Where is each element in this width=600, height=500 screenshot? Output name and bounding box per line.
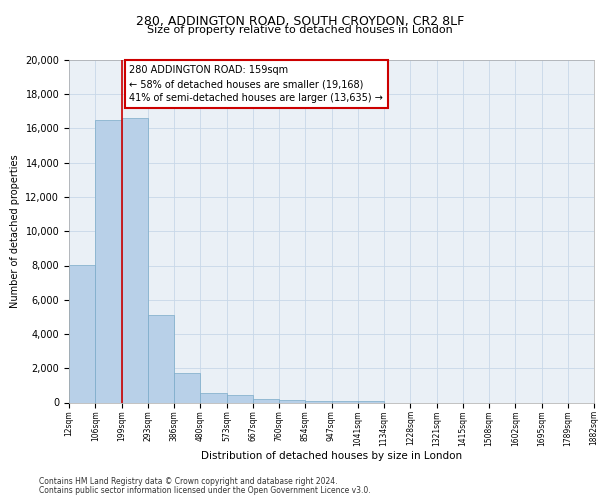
Text: Size of property relative to detached houses in London: Size of property relative to detached ho… (147, 25, 453, 35)
Text: 280, ADDINGTON ROAD, SOUTH CROYDON, CR2 8LF: 280, ADDINGTON ROAD, SOUTH CROYDON, CR2 … (136, 15, 464, 28)
Bar (174, 372, 200, 402)
Bar (95, 120, 121, 403)
Bar (227, 395, 253, 402)
X-axis label: Distribution of detached houses by size in London: Distribution of detached houses by size … (201, 452, 462, 462)
Bar (305, 400, 331, 402)
Text: Contains public sector information licensed under the Open Government Licence v3: Contains public sector information licen… (39, 486, 371, 495)
Text: Contains HM Land Registry data © Crown copyright and database right 2024.: Contains HM Land Registry data © Crown c… (39, 477, 337, 486)
Text: 280 ADDINGTON ROAD: 159sqm
← 58% of detached houses are smaller (19,168)
41% of : 280 ADDINGTON ROAD: 159sqm ← 58% of deta… (130, 65, 383, 103)
Bar (69, 264, 95, 402)
Bar (200, 394, 227, 402)
Bar (253, 399, 279, 402)
Bar (331, 401, 358, 402)
Bar (148, 315, 174, 402)
Bar (121, 118, 148, 403)
Y-axis label: Number of detached properties: Number of detached properties (10, 154, 20, 308)
Bar (279, 400, 305, 402)
